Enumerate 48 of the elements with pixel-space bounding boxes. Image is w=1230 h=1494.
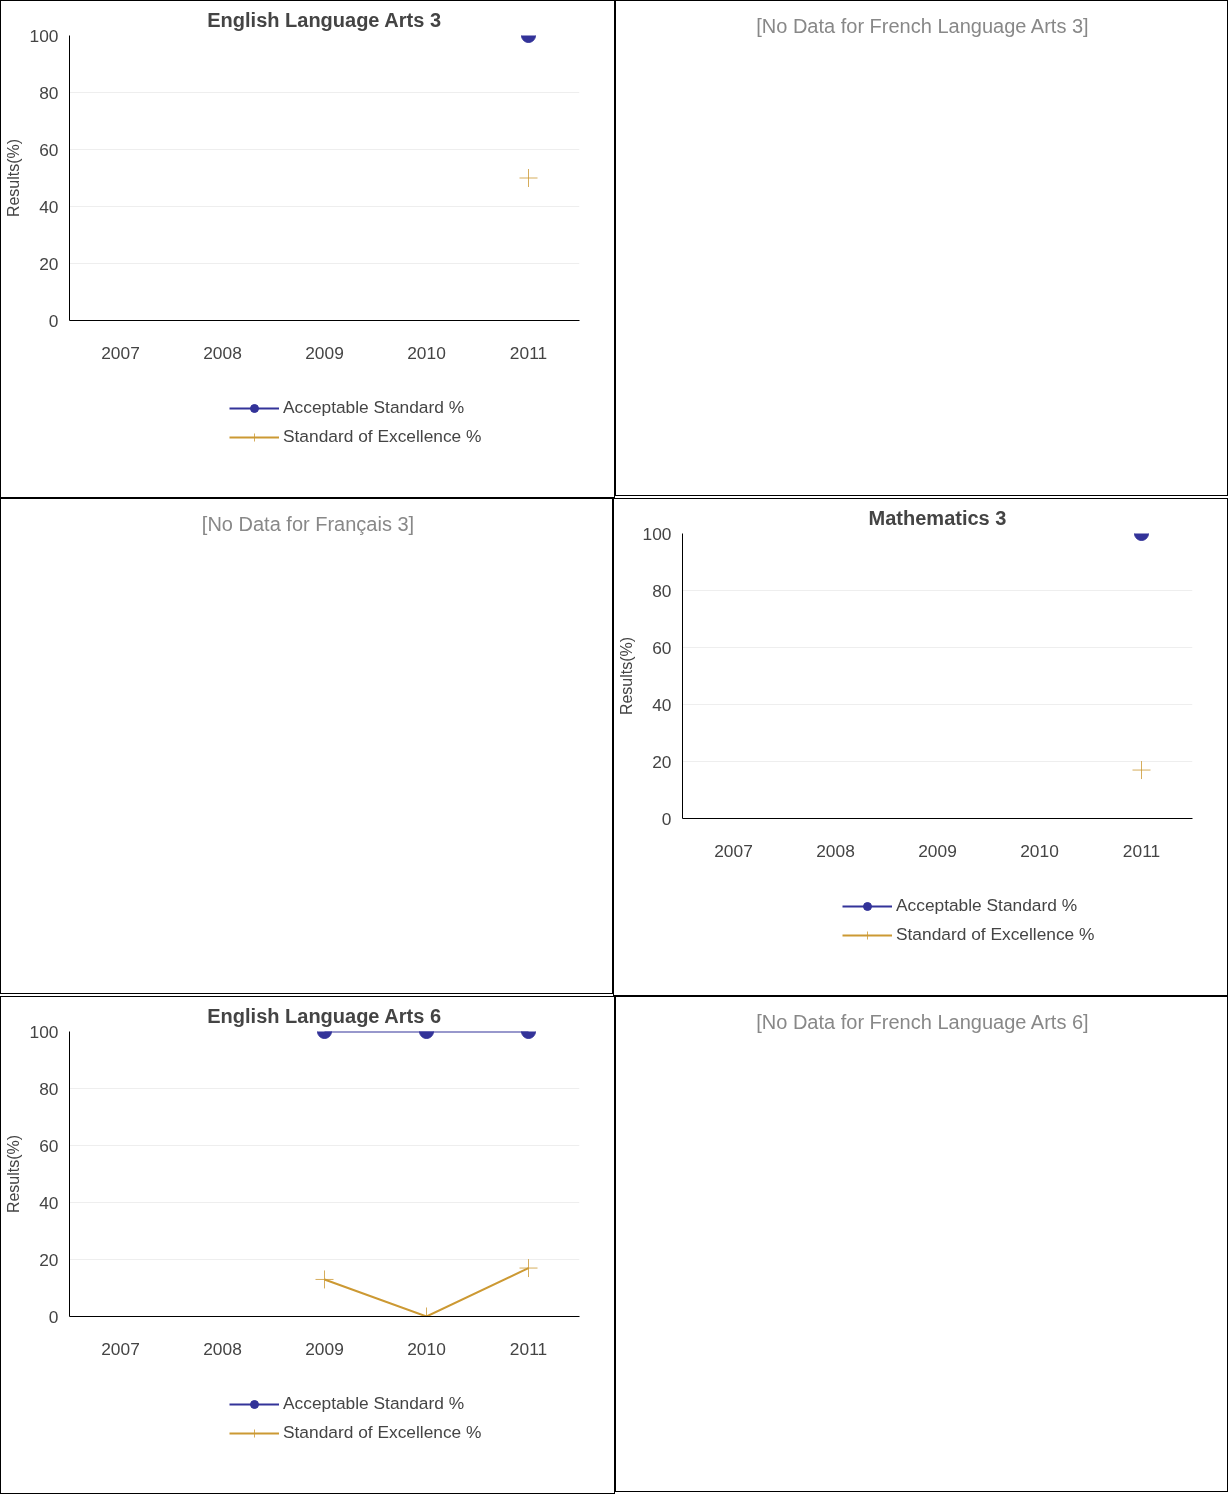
x-tick-label: 2010 xyxy=(407,1338,446,1359)
y-tick-label: 80 xyxy=(39,1078,59,1099)
legend-label: Standard of Excellence % xyxy=(896,924,1095,945)
y-tick-label: 60 xyxy=(652,637,672,658)
legend-label: Acceptable Standard % xyxy=(283,397,465,418)
y-tick-label: 100 xyxy=(29,25,59,46)
x-tick-label: 2008 xyxy=(816,840,855,861)
y-tick-label: 100 xyxy=(642,523,672,544)
x-tick-label: 2010 xyxy=(407,342,446,363)
x-tick-label: 2007 xyxy=(101,1338,140,1359)
y-tick-label: 40 xyxy=(652,694,672,715)
chart-title: Mathematics 3 xyxy=(868,506,1007,529)
chart-title: English Language Arts 6 xyxy=(207,1004,442,1027)
legend-label: Standard of Excellence % xyxy=(283,426,482,447)
y-tick-label: 80 xyxy=(39,82,59,103)
text: [No Data for Français 3] xyxy=(201,512,415,535)
text: [No Data for French Language Arts 6] xyxy=(756,1010,1089,1033)
legend-label: Acceptable Standard % xyxy=(283,1393,465,1414)
y-axis-title: Results(%) xyxy=(4,1134,22,1214)
y-tick-label: 20 xyxy=(652,751,672,772)
x-tick-label: 2009 xyxy=(918,840,957,861)
x-tick-label: 2011 xyxy=(509,342,548,363)
y-axis-title: Results(%) xyxy=(4,138,22,218)
legend-label: Acceptable Standard % xyxy=(896,895,1078,916)
x-tick-label: 2010 xyxy=(1020,840,1059,861)
y-tick-label: 60 xyxy=(39,139,59,160)
x-tick-label: 2011 xyxy=(1122,840,1161,861)
x-tick-label: 2009 xyxy=(305,342,344,363)
chart-title: English Language Arts 3 xyxy=(207,8,442,31)
y-tick-label: 0 xyxy=(661,808,672,829)
x-tick-label: 2008 xyxy=(203,342,242,363)
y-tick-label: 60 xyxy=(39,1135,59,1156)
y-tick-label: 80 xyxy=(652,580,672,601)
x-tick-label: 2007 xyxy=(101,342,140,363)
y-tick-label: 100 xyxy=(29,1021,59,1042)
y-tick-label: 40 xyxy=(39,1192,59,1213)
y-tick-label: 20 xyxy=(39,1249,59,1270)
text: [No Data for French Language Arts 3] xyxy=(756,14,1089,37)
y-tick-label: 20 xyxy=(39,253,59,274)
y-tick-label: 0 xyxy=(48,310,59,331)
y-tick-label: 0 xyxy=(48,1306,59,1327)
legend-label: Standard of Excellence % xyxy=(283,1422,482,1443)
x-tick-label: 2007 xyxy=(714,840,753,861)
y-axis-title: Results(%) xyxy=(617,636,635,716)
x-tick-label: 2011 xyxy=(509,1338,548,1359)
x-tick-label: 2009 xyxy=(305,1338,344,1359)
x-tick-label: 2008 xyxy=(203,1338,242,1359)
y-tick-label: 40 xyxy=(39,196,59,217)
